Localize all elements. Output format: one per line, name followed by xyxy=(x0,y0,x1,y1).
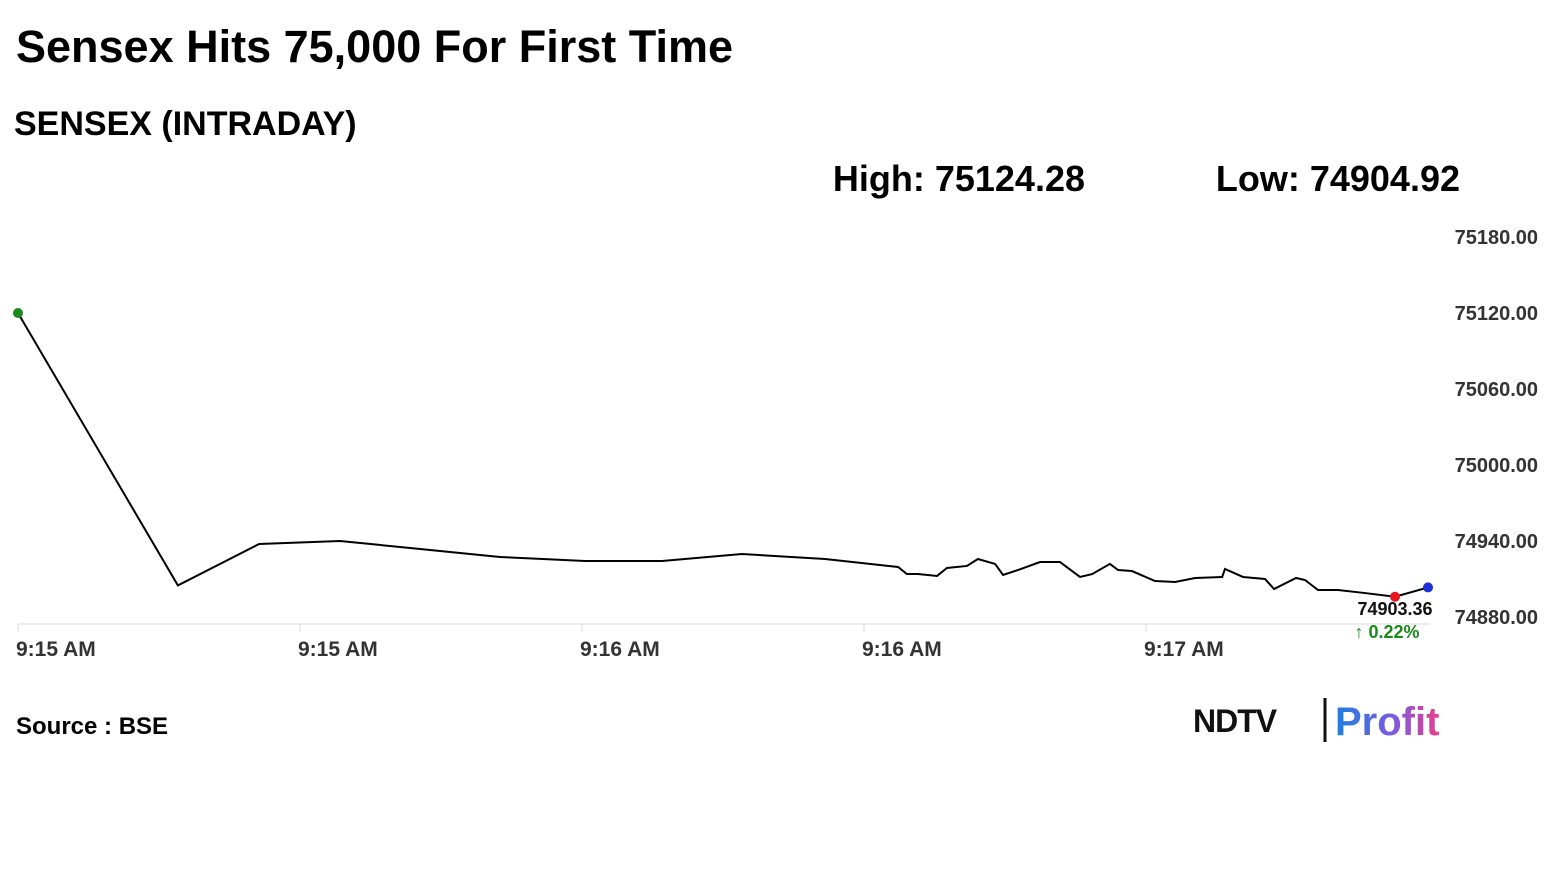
low-text: Low: 74904.92 xyxy=(1216,158,1460,199)
line xyxy=(17,312,1429,598)
y-tick-label: 75060.00 xyxy=(1455,379,1538,401)
chart-subtitle: SENSEX (INTRADAY) xyxy=(14,105,357,143)
x-tick-label: 9:15 AM xyxy=(298,638,378,661)
high-text: High: 75124.28 xyxy=(833,158,1085,199)
source: Source : BSE xyxy=(16,713,168,740)
x-tick-label: 9:16 AM xyxy=(862,638,942,661)
previous-point xyxy=(1390,591,1401,602)
logo-left: NDTV xyxy=(1193,703,1278,739)
last-value-label: 74903.36 xyxy=(1357,599,1432,619)
y-tick-label: 75180.00 xyxy=(1455,227,1538,249)
plot-area: 75180.00 75120.00 75060.00 75000.00 74940.00… xyxy=(13,227,1538,661)
logo-right: Profit xyxy=(1335,700,1439,744)
y-tick-label: 74880.00 xyxy=(1455,607,1538,629)
x-tick-label: 9:16 AM xyxy=(580,638,660,661)
chart-title: Sensex Hits 75,000 For First Time xyxy=(16,21,733,72)
y-tick-label: 75000.00 xyxy=(1455,455,1538,477)
start-point xyxy=(13,308,23,318)
y-tick-label: 74940.00 xyxy=(1455,531,1538,553)
x-tick-label: 9:15 AM xyxy=(16,638,96,661)
x-tick-label: 9:17 AM xyxy=(1144,638,1224,661)
end-point xyxy=(1423,582,1433,593)
change-label: ↑ 0.22% xyxy=(1354,622,1419,642)
y-tick-label: 75120.00 xyxy=(1455,303,1538,325)
